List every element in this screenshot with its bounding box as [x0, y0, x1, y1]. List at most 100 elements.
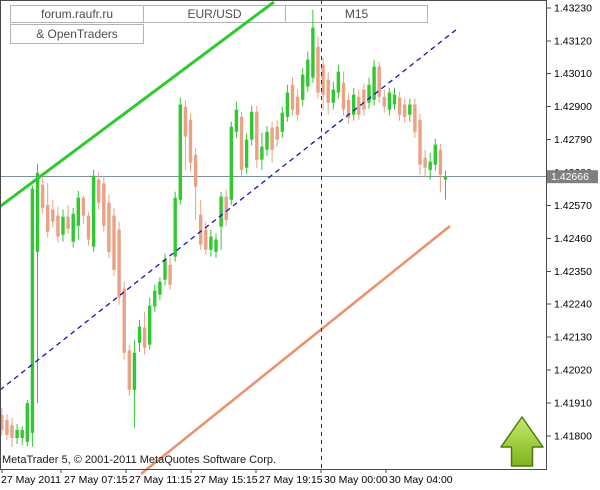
candle-body [46, 204, 50, 232]
candle-body [443, 176, 448, 180]
candle-body [168, 264, 172, 285]
candle-body [86, 215, 91, 240]
candle-body [341, 82, 346, 110]
price-axis-label: 1.43010 [554, 68, 592, 80]
annotations-layer [0, 0, 458, 476]
candle-body [137, 326, 142, 343]
candle-body [301, 74, 305, 100]
candle-body [357, 96, 361, 115]
candle-body [229, 126, 233, 200]
candle-body [5, 420, 9, 435]
candle-body [35, 172, 40, 252]
overlay-layer: 1.42666 [0, 0, 598, 470]
symbol-label: EUR/USD [187, 7, 242, 21]
candle-body [117, 229, 121, 298]
candle-body [377, 66, 381, 97]
candle-body [112, 215, 116, 270]
candle-body [397, 97, 402, 115]
candle-body [346, 99, 351, 118]
candle-body [51, 209, 55, 222]
candle-body [255, 111, 259, 160]
price-axis-label: 1.41800 [554, 430, 592, 442]
candle-body [234, 109, 239, 132]
current-price-label [547, 170, 598, 184]
price-axis-label: 1.42130 [554, 332, 592, 344]
candle-body [173, 197, 177, 257]
time-axis-label: 27 May 07:15 [64, 474, 128, 486]
candle-body [275, 126, 279, 140]
candle-body [142, 327, 147, 348]
candle-body [321, 64, 325, 95]
candle-body [25, 402, 29, 442]
candle-body [122, 288, 126, 353]
candle-body [40, 184, 45, 208]
blue-dashed-trendline[interactable] [0, 28, 458, 391]
candle-body [188, 119, 193, 163]
candle-body [66, 216, 70, 229]
candle-body [102, 183, 106, 226]
candle-body [209, 236, 213, 250]
timeframe-label: M15 [344, 7, 369, 21]
time-axis-label: 27 May 11:15 [129, 474, 192, 486]
candle-body [15, 429, 19, 438]
candle-body [158, 281, 162, 295]
candle-body [71, 213, 75, 242]
copyright-text: MetaTrader 5, © 2001-2011 MetaQuotes Sof… [2, 454, 277, 466]
price-axis-label: 1.42570 [554, 200, 592, 212]
price-axis-label: 1.42460 [554, 233, 592, 245]
candle-body [423, 157, 427, 168]
candle-body [372, 66, 376, 100]
price-axis-label: 1.42900 [554, 101, 592, 113]
site-label-box: forum.raufr.ru [10, 5, 144, 23]
candle-body [214, 239, 218, 252]
candle-body [10, 425, 14, 438]
candle-body [91, 175, 96, 247]
candle-body [76, 197, 80, 226]
candle-body [403, 104, 407, 117]
candle-body [61, 216, 65, 235]
time-axis-label: 27 May 19:15 [259, 474, 323, 486]
price-axis-label: 1.43120 [554, 35, 592, 47]
site-label: forum.raufr.ru [40, 7, 114, 21]
candle-body [107, 202, 111, 252]
candle-body [250, 111, 254, 140]
candle-body [387, 92, 392, 110]
candle-body [56, 215, 60, 237]
time-axis-label: 30 May 04:00 [389, 474, 453, 486]
candle-body [30, 188, 35, 433]
candle-body [132, 352, 137, 390]
price-axis-label: 1.42790 [554, 134, 592, 146]
candle-body [20, 429, 24, 438]
site-label-2: & OpenTraders [36, 27, 118, 41]
current-price-label-text: 1.42666 [551, 171, 589, 183]
candle-body [127, 350, 131, 390]
candle-body [316, 46, 320, 93]
candle-body [367, 84, 371, 103]
up-arrow-icon[interactable] [500, 416, 544, 467]
candle-body [295, 96, 300, 115]
candle-body [280, 112, 284, 132]
orange-trendline[interactable] [140, 224, 451, 476]
candle-body [0, 414, 4, 430]
candle-body [244, 139, 249, 168]
price-axis-label: 1.41910 [554, 397, 592, 409]
candle-body [362, 89, 366, 110]
candle-body [239, 116, 244, 170]
candle-body [418, 119, 422, 165]
green-trendline[interactable] [0, 0, 275, 209]
timeframe-label-box: M15 [285, 5, 428, 23]
candles-layer [0, 9, 448, 447]
candle-body [408, 104, 412, 115]
candle-body [285, 92, 290, 117]
candle-body [433, 144, 437, 165]
candle-body [438, 149, 443, 175]
time-axis-label: 27 May 2011 [1, 474, 61, 486]
price-axis-label: 1.42020 [554, 365, 592, 377]
candle-body [148, 305, 152, 345]
candle-body [306, 59, 310, 87]
candle-body [428, 161, 432, 170]
candle-body [178, 104, 182, 200]
candle-body [311, 27, 315, 78]
